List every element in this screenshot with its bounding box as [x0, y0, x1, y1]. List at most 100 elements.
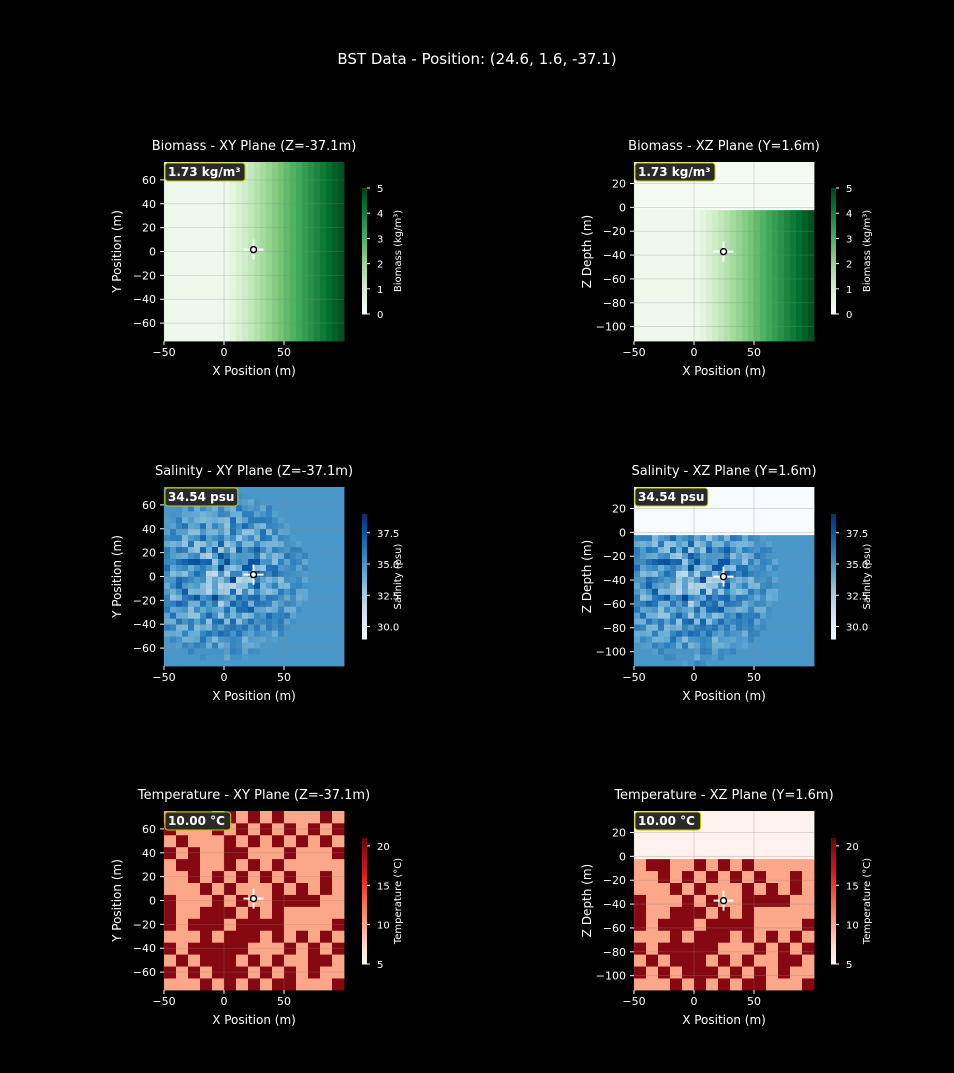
heatmap-cell	[802, 594, 809, 601]
heatmap-cell	[308, 546, 315, 554]
heatmap-cell	[206, 588, 213, 595]
heatmap-cell	[260, 281, 267, 288]
heatmap-cell	[700, 191, 707, 199]
heatmap-cell	[212, 558, 219, 565]
heatmap-cell	[652, 642, 659, 649]
heatmap-cell	[272, 245, 279, 252]
heatmap-cell	[284, 552, 291, 559]
heatmap-cell	[296, 834, 303, 842]
heatmap-cell	[688, 612, 695, 619]
heatmap-cell	[658, 546, 665, 554]
heatmap-cell	[640, 582, 647, 589]
heatmap-cell	[170, 660, 177, 667]
heatmap-cell	[640, 275, 647, 282]
heatmap-cell	[664, 287, 671, 294]
heatmap-cell	[634, 576, 641, 583]
heatmap-cell	[278, 642, 285, 649]
heatmap-cell	[724, 528, 731, 536]
heatmap-cell	[724, 630, 731, 637]
heatmap-cell	[212, 305, 219, 312]
heatmap-cell	[772, 642, 779, 649]
heatmap-cell	[778, 173, 785, 181]
x-tick-label: −50	[152, 995, 175, 1008]
heatmap-cell	[230, 269, 237, 276]
heatmap-cell	[284, 197, 291, 205]
heatmap-cell	[338, 978, 345, 985]
heatmap-cell	[236, 269, 243, 276]
colorbar-tick-label: 32.5	[377, 591, 399, 602]
heatmap-cell	[278, 558, 285, 565]
heatmap-cell	[772, 293, 779, 300]
heatmap-cell	[670, 323, 677, 330]
heatmap-cell	[784, 239, 791, 246]
heatmap-cell	[200, 528, 207, 536]
heatmap-cell	[236, 227, 243, 234]
heatmap-cell	[176, 197, 183, 205]
heatmap-cell	[332, 239, 339, 246]
heatmap-cell	[640, 281, 647, 288]
heatmap-cell	[272, 221, 279, 229]
heatmap-cell	[248, 558, 255, 565]
heatmap-cell	[326, 960, 333, 967]
heatmap-cell	[290, 197, 297, 205]
heatmap-cell	[278, 323, 285, 330]
heatmap-cell	[796, 546, 803, 554]
heatmap-cell	[284, 516, 291, 524]
heatmap-cell	[320, 564, 327, 571]
heatmap-cell	[182, 245, 189, 252]
heatmap-cell	[224, 984, 231, 991]
heatmap-cell	[302, 942, 309, 949]
heatmap-cell	[332, 888, 339, 895]
heatmap-cell	[290, 329, 297, 336]
heatmap-cell	[248, 816, 255, 824]
colorbar-segment	[362, 559, 367, 563]
heatmap-cell	[218, 648, 225, 655]
heatmap-cell	[320, 606, 327, 613]
heatmap-cell	[302, 912, 309, 919]
heatmap-cell	[658, 281, 665, 288]
heatmap-cell	[652, 552, 659, 559]
colorbar-segment	[831, 578, 836, 582]
heatmap-cell	[224, 552, 231, 559]
heatmap-cell	[272, 906, 279, 913]
heatmap-cell	[260, 828, 267, 836]
heatmap-cell	[748, 173, 755, 181]
heatmap-cell	[326, 882, 333, 889]
colorbar-segment	[362, 263, 367, 267]
heatmap-cell	[676, 185, 683, 193]
heatmap-cell	[266, 966, 273, 973]
colorbar-segment	[831, 246, 836, 250]
heatmap-cell	[266, 594, 273, 601]
heatmap-cell	[224, 948, 231, 955]
heatmap-cell	[296, 942, 303, 949]
heatmap-cell	[296, 576, 303, 583]
colorbar-tick-label: 35.0	[377, 560, 399, 571]
heatmap-cell	[332, 185, 339, 193]
heatmap-cell	[314, 251, 321, 258]
heatmap-cell	[742, 221, 749, 229]
heatmap-cell	[772, 612, 779, 619]
heatmap-cell	[730, 281, 737, 288]
heatmap-cell	[772, 173, 779, 181]
heatmap-cell	[182, 582, 189, 589]
heatmap-cell	[236, 942, 243, 949]
heatmap-cell	[320, 257, 327, 264]
heatmap-cell	[182, 852, 189, 860]
heatmap-cell	[182, 864, 189, 872]
heatmap-cell	[646, 534, 653, 542]
heatmap-cell	[320, 323, 327, 330]
heatmap-cell	[284, 323, 291, 330]
heatmap-cell	[682, 570, 689, 577]
heatmap-cell	[694, 269, 701, 276]
heatmap-cell	[212, 642, 219, 649]
heatmap-cell	[338, 876, 345, 883]
heatmap-cell	[194, 227, 201, 234]
heatmap-cell	[688, 570, 695, 577]
heatmap-cell	[308, 504, 315, 512]
heatmap-cell	[194, 197, 201, 205]
heatmap-cell	[730, 552, 737, 559]
heatmap-cell	[742, 492, 749, 500]
heatmap-cell	[766, 185, 773, 193]
heatmap-cell	[676, 257, 683, 264]
